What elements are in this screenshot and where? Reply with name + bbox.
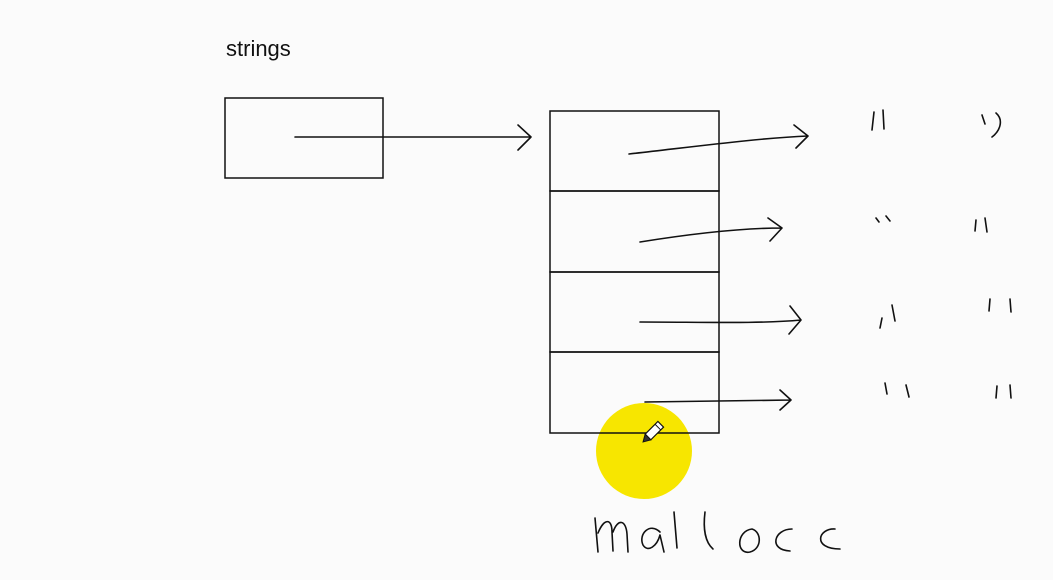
cell-arrow — [644, 389, 792, 411]
quote-mark-close — [995, 384, 1012, 399]
cell-arrow — [639, 305, 802, 335]
quote-mark-open — [884, 382, 910, 398]
quote-mark-close — [988, 298, 1012, 313]
cursor-highlight — [596, 403, 692, 499]
cell-arrow — [639, 217, 783, 243]
quote-mark-open — [871, 109, 885, 131]
array-cell — [549, 110, 720, 192]
quote-mark-close — [974, 217, 988, 233]
quote-mark-open — [875, 215, 891, 223]
cell-arrow — [628, 124, 809, 155]
strings-to-array-arrow — [294, 124, 532, 151]
pointer-variable-label: strings — [226, 36, 291, 61]
quote-mark-open — [879, 304, 896, 329]
empty-string-marks — [871, 109, 1012, 399]
strings-pointer-box — [224, 97, 384, 179]
quote-mark-close — [981, 112, 1002, 138]
malloc-handwriting — [594, 511, 841, 553]
array-cell — [549, 271, 720, 353]
array-cell — [549, 351, 720, 434]
array-cell — [549, 190, 720, 273]
pencil-icon — [642, 420, 665, 443]
